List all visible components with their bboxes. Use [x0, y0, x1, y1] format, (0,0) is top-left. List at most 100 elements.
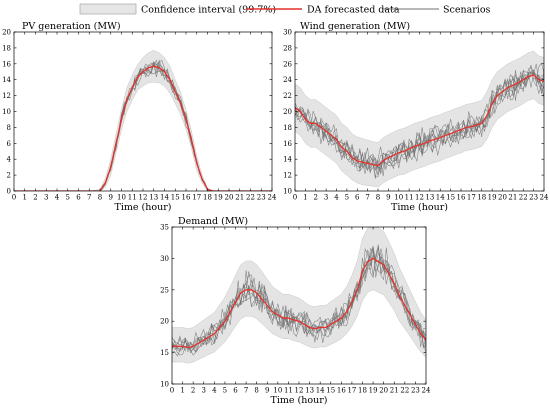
x-tick-label: 23 [411, 387, 420, 395]
chart-title: Demand (MW) [178, 216, 248, 227]
x-tick-label: 1 [23, 194, 27, 202]
x-tick-label: 14 [160, 194, 169, 202]
x-tick-label: 22 [400, 387, 409, 395]
y-tick-label: 22 [283, 92, 292, 100]
y-tick-label: 12 [2, 92, 11, 100]
x-tick-label: 19 [214, 194, 223, 202]
x-tick-label: 12 [295, 387, 304, 395]
x-tick-label: 19 [488, 194, 497, 202]
x-tick-label: 5 [223, 387, 227, 395]
x-tick-label: 6 [233, 387, 238, 395]
x-tick-label: 15 [446, 194, 455, 202]
x-tick-label: 14 [316, 387, 325, 395]
confidence-band [295, 50, 544, 188]
x-tick-label: 3 [324, 194, 328, 202]
x-tick-label: 11 [284, 387, 293, 395]
demand-chart: 0 1 2 3 4 5 6 7 8 9 10 11 12 13 14 15 16 17 18 19 20 21 22 23 24… [160, 216, 431, 406]
x-tick-label: 13 [305, 387, 314, 395]
da-forecast-line [14, 65, 272, 191]
x-tick-label: 24 [268, 194, 277, 202]
x-tick-label: 2 [314, 194, 318, 202]
y-tick-label: 30 [160, 255, 169, 263]
x-tick-label: 20 [379, 387, 388, 395]
x-tick-label: 24 [540, 194, 549, 202]
x-tick-label: 6 [355, 194, 360, 202]
x-tick-label: 9 [109, 194, 113, 202]
x-tick-label: 20 [498, 194, 507, 202]
y-tick-label: 30 [283, 29, 292, 37]
pv-generation-chart: 0 1 2 3 4 5 6 7 8 9 10 11 12 13 14 15 16 17 18 19 20 21 22 23 24… [2, 21, 277, 213]
confidence-band [14, 50, 272, 191]
x-tick-label: 4 [212, 387, 217, 395]
y-tick-label: 26 [283, 60, 292, 68]
x-tick-label: 18 [203, 194, 212, 202]
legend-label: Confidence interval (99.7%) [141, 5, 276, 16]
wind-generation-chart: 0 1 2 3 4 5 6 7 8 9 10 11 12 13 14 15 16 17 18 19 20 21 22 23 24… [283, 21, 549, 213]
x-tick-label: 12 [139, 194, 148, 202]
scenario-line [172, 255, 426, 353]
x-tick-label: 7 [244, 387, 248, 395]
da-forecast-line [172, 257, 426, 349]
x-tick-label: 10 [394, 194, 403, 202]
x-tick-label: 21 [390, 387, 399, 395]
x-tick-label: 22 [246, 194, 255, 202]
chart-title: PV generation (MW) [22, 21, 121, 32]
x-tick-label: 22 [519, 194, 528, 202]
confidence-band [172, 227, 426, 364]
y-tick-label: 14 [2, 76, 11, 84]
x-tick-label: 2 [191, 387, 195, 395]
x-tick-label: 0 [170, 387, 174, 395]
y-tick-label: 25 [160, 286, 169, 294]
scenario-line [172, 246, 426, 356]
x-tick-label: 4 [334, 194, 339, 202]
x-tick-label: 13 [425, 194, 434, 202]
x-tick-label: 9 [265, 387, 269, 395]
y-tick-label: 10 [283, 188, 292, 196]
y-tick-label: 6 [7, 140, 12, 148]
x-tick-label: 23 [529, 194, 538, 202]
x-tick-label: 11 [405, 194, 414, 202]
x-tick-label: 10 [273, 387, 282, 395]
y-tick-label: 16 [283, 140, 292, 148]
y-tick-label: 20 [283, 108, 292, 116]
x-tick-label: 0 [293, 194, 297, 202]
y-tick-label: 18 [283, 124, 292, 132]
scenario-line [295, 69, 544, 178]
legend: Confidence interval (99.7%) DA forecasted… [79, 3, 491, 16]
x-tick-label: 21 [235, 194, 244, 202]
x-tick-label: 23 [257, 194, 266, 202]
x-tick-label: 16 [337, 387, 346, 395]
x-tick-label: 19 [369, 387, 378, 395]
x-tick-label: 4 [55, 194, 60, 202]
x-tick-label: 1 [180, 387, 184, 395]
scenario-line [295, 70, 544, 173]
scenario-line [14, 62, 272, 191]
x-tick-label: 14 [436, 194, 445, 202]
y-tick-label: 35 [160, 224, 169, 232]
y-tick-label: 16 [2, 60, 11, 68]
x-tick-label: 24 [422, 387, 431, 395]
x-axis-label: Time (hour) [115, 202, 172, 213]
y-tick-label: 8 [7, 124, 11, 132]
y-tick-label: 15 [160, 349, 169, 357]
x-tick-label: 12 [415, 194, 424, 202]
x-tick-label: 18 [358, 387, 367, 395]
x-tick-label: 11 [128, 194, 137, 202]
x-tick-label: 13 [149, 194, 158, 202]
y-tick-label: 14 [283, 156, 292, 164]
y-tick-label: 18 [2, 44, 11, 52]
y-tick-label: 20 [2, 29, 11, 37]
x-tick-label: 7 [87, 194, 91, 202]
x-tick-label: 1 [303, 194, 307, 202]
x-tick-label: 16 [457, 194, 466, 202]
scenario-line [14, 68, 272, 191]
x-tick-label: 5 [66, 194, 70, 202]
x-tick-label: 15 [171, 194, 180, 202]
y-tick-label: 2 [7, 172, 11, 180]
chart-title: Wind generation (MW) [300, 21, 410, 32]
x-tick-label: 9 [386, 194, 390, 202]
x-tick-label: 8 [98, 194, 102, 202]
x-tick-label: 6 [76, 194, 81, 202]
x-tick-label: 20 [225, 194, 234, 202]
